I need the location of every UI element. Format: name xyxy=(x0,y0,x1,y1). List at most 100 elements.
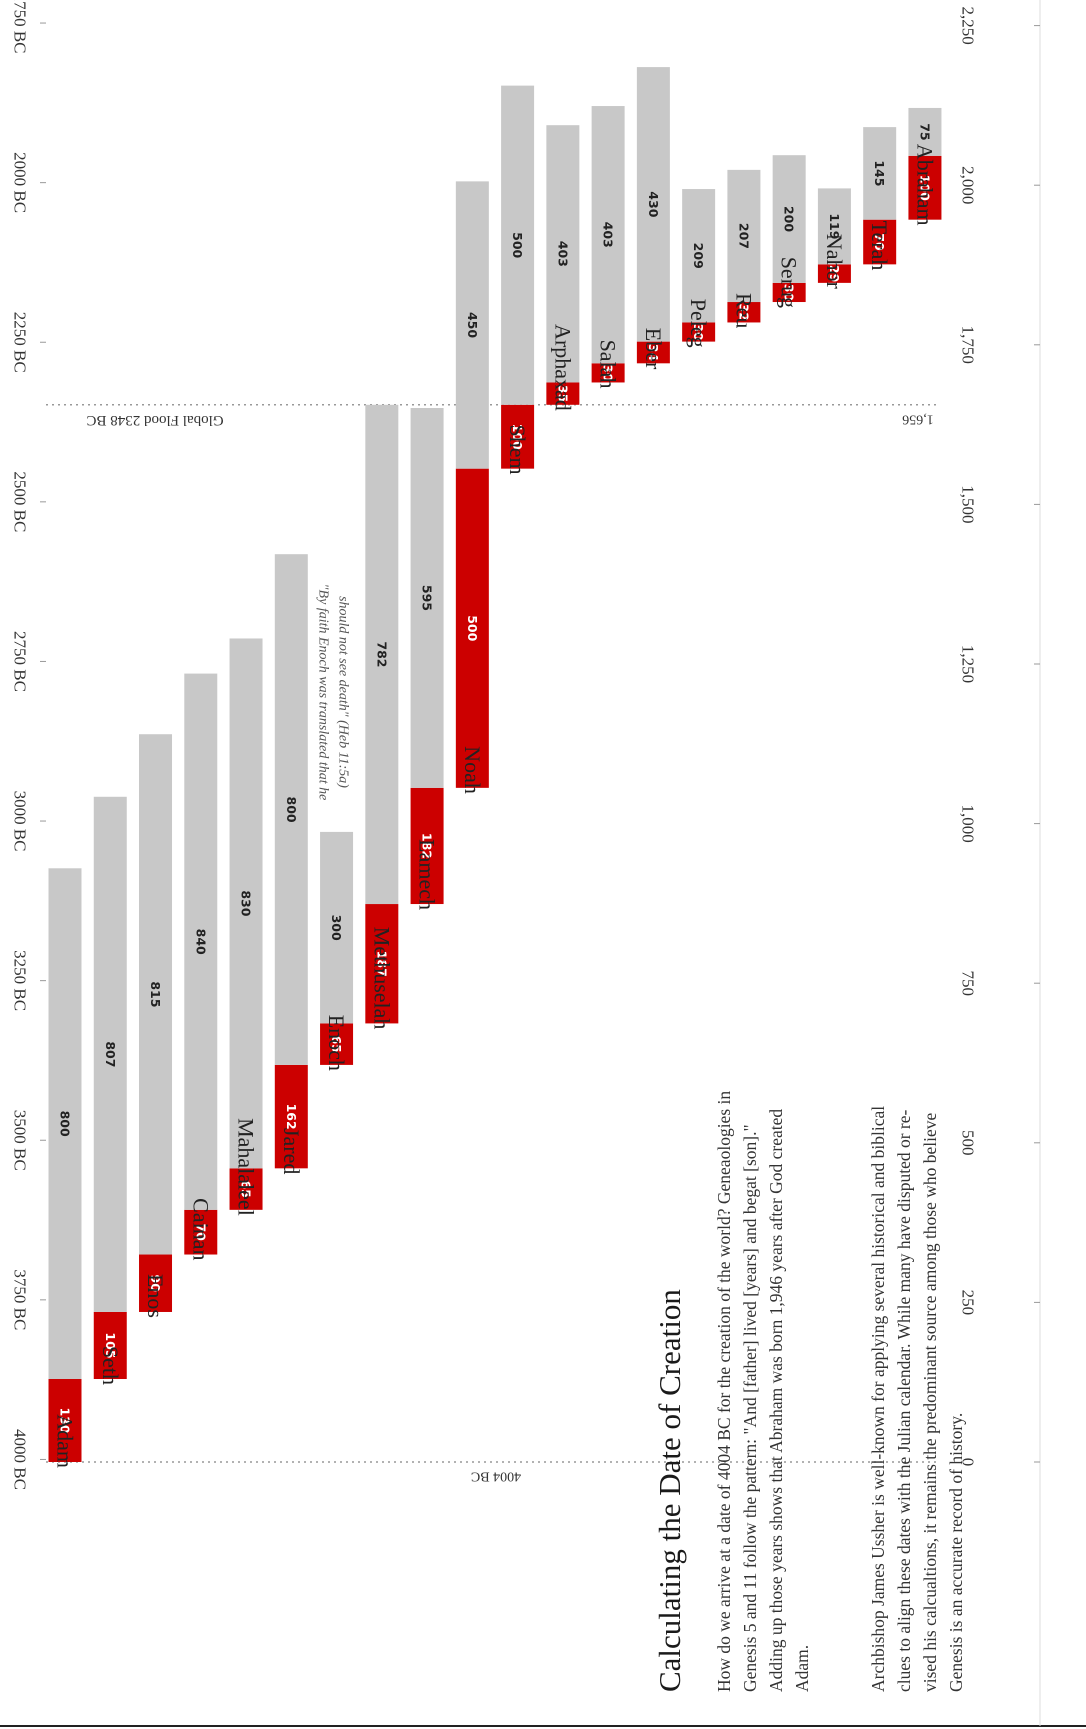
bar-remaining-years-eber xyxy=(636,67,670,342)
patriarch-name-methuselah: Methuselah xyxy=(369,927,394,1030)
label-age-at-son-noah: 500 xyxy=(465,615,480,641)
label-remaining-years-terah: 145 xyxy=(872,160,887,186)
top-axis-tick-label: 2500 BC xyxy=(11,471,30,532)
description-p2-line2: clues to align these dates with the Juli… xyxy=(894,1109,914,1692)
bottom-axis-tick-label: 1,750 xyxy=(959,326,978,364)
description-block: Calculating the Date of Creation How do … xyxy=(652,1091,966,1692)
label-age-at-son-arphaxad: 35 xyxy=(555,385,570,402)
top-axis-tick-label: 3500 BC xyxy=(11,1110,30,1171)
bar-age-at-son-peleg xyxy=(682,322,716,342)
label-remaining-years-seth: 807 xyxy=(103,1041,118,1067)
bar-age-at-son-abraham xyxy=(908,155,942,220)
patriarch-name-arphaxad: Arphaxad xyxy=(550,324,575,411)
label-age-at-son-salah: 30 xyxy=(601,364,616,382)
bar-remaining-years-abraham xyxy=(908,107,942,156)
patriarch-name-eber: Eber xyxy=(641,328,666,370)
bottom-axis-tick-label: 500 xyxy=(959,1130,978,1156)
patriarch-name-noah: Noah xyxy=(460,746,485,794)
description-p1-line2: Genesis 5 and 11 follow the pattern: "An… xyxy=(740,1124,760,1692)
bar-remaining-years-serug xyxy=(772,155,806,283)
label-remaining-years-enoch: 300 xyxy=(329,915,344,941)
patriarch-name-enos: Enos xyxy=(143,1274,168,1318)
label-remaining-years-noah: 450 xyxy=(465,312,480,338)
patriarch-name-cainan: Cainan xyxy=(188,1198,213,1260)
bar-age-at-son-seth xyxy=(93,1311,127,1380)
bar-age-at-son-salah xyxy=(591,363,625,383)
label-remaining-years-arphaxad: 403 xyxy=(555,241,570,267)
bar-age-at-son-adam xyxy=(48,1379,82,1462)
bar-age-at-son-shem xyxy=(501,404,535,469)
flood-marker-label: Global Flood 2348 BC xyxy=(86,412,223,428)
label-age-at-son-mahalaleel: 65 xyxy=(239,1180,254,1197)
label-remaining-years-mahalaleel: 830 xyxy=(239,890,254,916)
bottom-axis-tick-label: 1,250 xyxy=(959,645,978,683)
bar-age-at-son-eber xyxy=(636,341,670,364)
bar-remaining-years-adam xyxy=(48,868,82,1380)
bar-remaining-years-methuselah xyxy=(365,404,399,905)
bottom-axis-tick-label: 1,000 xyxy=(959,804,978,842)
bar-remaining-years-jared xyxy=(274,554,308,1065)
patriarch-name-enoch: Enoch xyxy=(324,1015,349,1071)
enoch-quote-line1: "By faith Enoch was translated that he xyxy=(316,584,331,801)
description-p2-line1: Archbishop James Ussher is well-known fo… xyxy=(868,1106,888,1692)
bottom-axis-tick-label: 250 xyxy=(959,1290,978,1316)
label-age-at-son-peleg: 30 xyxy=(691,323,706,341)
label-remaining-years-enos: 815 xyxy=(148,981,163,1007)
patriarch-name-peleg: Peleg xyxy=(686,299,711,348)
bar-remaining-years-peleg xyxy=(682,189,716,323)
bottom-axis-tick-label: 0 xyxy=(959,1458,978,1467)
bar-age-at-son-methuselah xyxy=(365,904,399,1024)
description-p1-line1: How do we arrive at a date of 4004 BC fo… xyxy=(714,1091,734,1692)
top-axis-tick-label: 4000 BC xyxy=(11,1429,30,1490)
bar-age-at-son-mahalaleel xyxy=(229,1168,263,1210)
bar-remaining-years-nahor xyxy=(817,188,851,265)
patriarch-name-terah: Terah xyxy=(867,221,892,271)
top-axis-tick-label: 1750 BC xyxy=(10,0,29,54)
patriarch-name-nahor: Nahor xyxy=(822,234,847,290)
patriarch-name-seth: Seth xyxy=(98,1346,123,1385)
label-remaining-years-abraham: 75 xyxy=(917,123,932,140)
label-remaining-years-eber: 430 xyxy=(646,191,661,217)
patriarch-name-reu: Reu xyxy=(731,293,756,328)
top-axis-tick-label: 3000 BC xyxy=(11,791,30,852)
label-age-at-son-adam: 130 xyxy=(58,1407,73,1433)
label-age-at-son-shem: 100 xyxy=(510,424,525,450)
bar-remaining-years-arphaxad xyxy=(546,125,580,383)
patriarch-name-serug: Serug xyxy=(777,257,802,308)
label-remaining-years-adam: 800 xyxy=(58,1111,73,1137)
bar-age-at-son-enos xyxy=(139,1254,173,1312)
bar-age-at-son-nahor xyxy=(817,264,851,283)
label-age-at-son-enoch: 65 xyxy=(329,1035,344,1052)
label-remaining-years-lamech: 595 xyxy=(420,585,435,611)
flood-year-label: 1,656 xyxy=(902,411,934,426)
bar-remaining-years-lamech xyxy=(410,408,444,788)
bar-remaining-years-salah xyxy=(591,106,625,364)
bar-remaining-years-seth xyxy=(93,796,127,1312)
patriarch-name-salah: Salah xyxy=(596,340,621,389)
bar-age-at-son-lamech xyxy=(410,787,444,905)
patriarch-name-adam: Adam xyxy=(53,1414,78,1468)
label-age-at-son-jared: 162 xyxy=(284,1104,299,1130)
label-age-at-son-serug: 30 xyxy=(782,284,797,302)
label-age-at-son-methuselah: 187 xyxy=(374,951,389,977)
top-axis-tick-label: 2250 BC xyxy=(11,312,30,373)
bar-age-at-son-terah xyxy=(863,219,897,265)
label-remaining-years-reu: 207 xyxy=(736,223,751,249)
description-p2-line4: Genesis is an accurate record of history… xyxy=(946,1413,966,1692)
bar-remaining-years-shem xyxy=(501,85,535,405)
label-remaining-years-serug: 200 xyxy=(782,206,797,232)
bar-remaining-years-reu xyxy=(727,169,761,303)
description-p2-line3: vised his calcualtions, it remains the p… xyxy=(920,1112,940,1692)
bar-age-at-son-jared xyxy=(274,1064,308,1169)
bar-age-at-son-arphaxad xyxy=(546,382,580,405)
patriarch-name-lamech: Lamech xyxy=(415,839,440,910)
label-age-at-son-abraham: 100 xyxy=(917,175,932,201)
enoch-quote-line2: should not see death" (Heb 11:5a) xyxy=(336,596,351,788)
label-age-at-son-cainan: 70 xyxy=(193,1223,208,1241)
bar-age-at-son-enoch xyxy=(320,1023,354,1065)
creation-marker-label: 4004 BC xyxy=(471,1469,521,1484)
label-remaining-years-salah: 403 xyxy=(601,222,616,248)
patriarch-name-jared: Jared xyxy=(279,1128,304,1174)
